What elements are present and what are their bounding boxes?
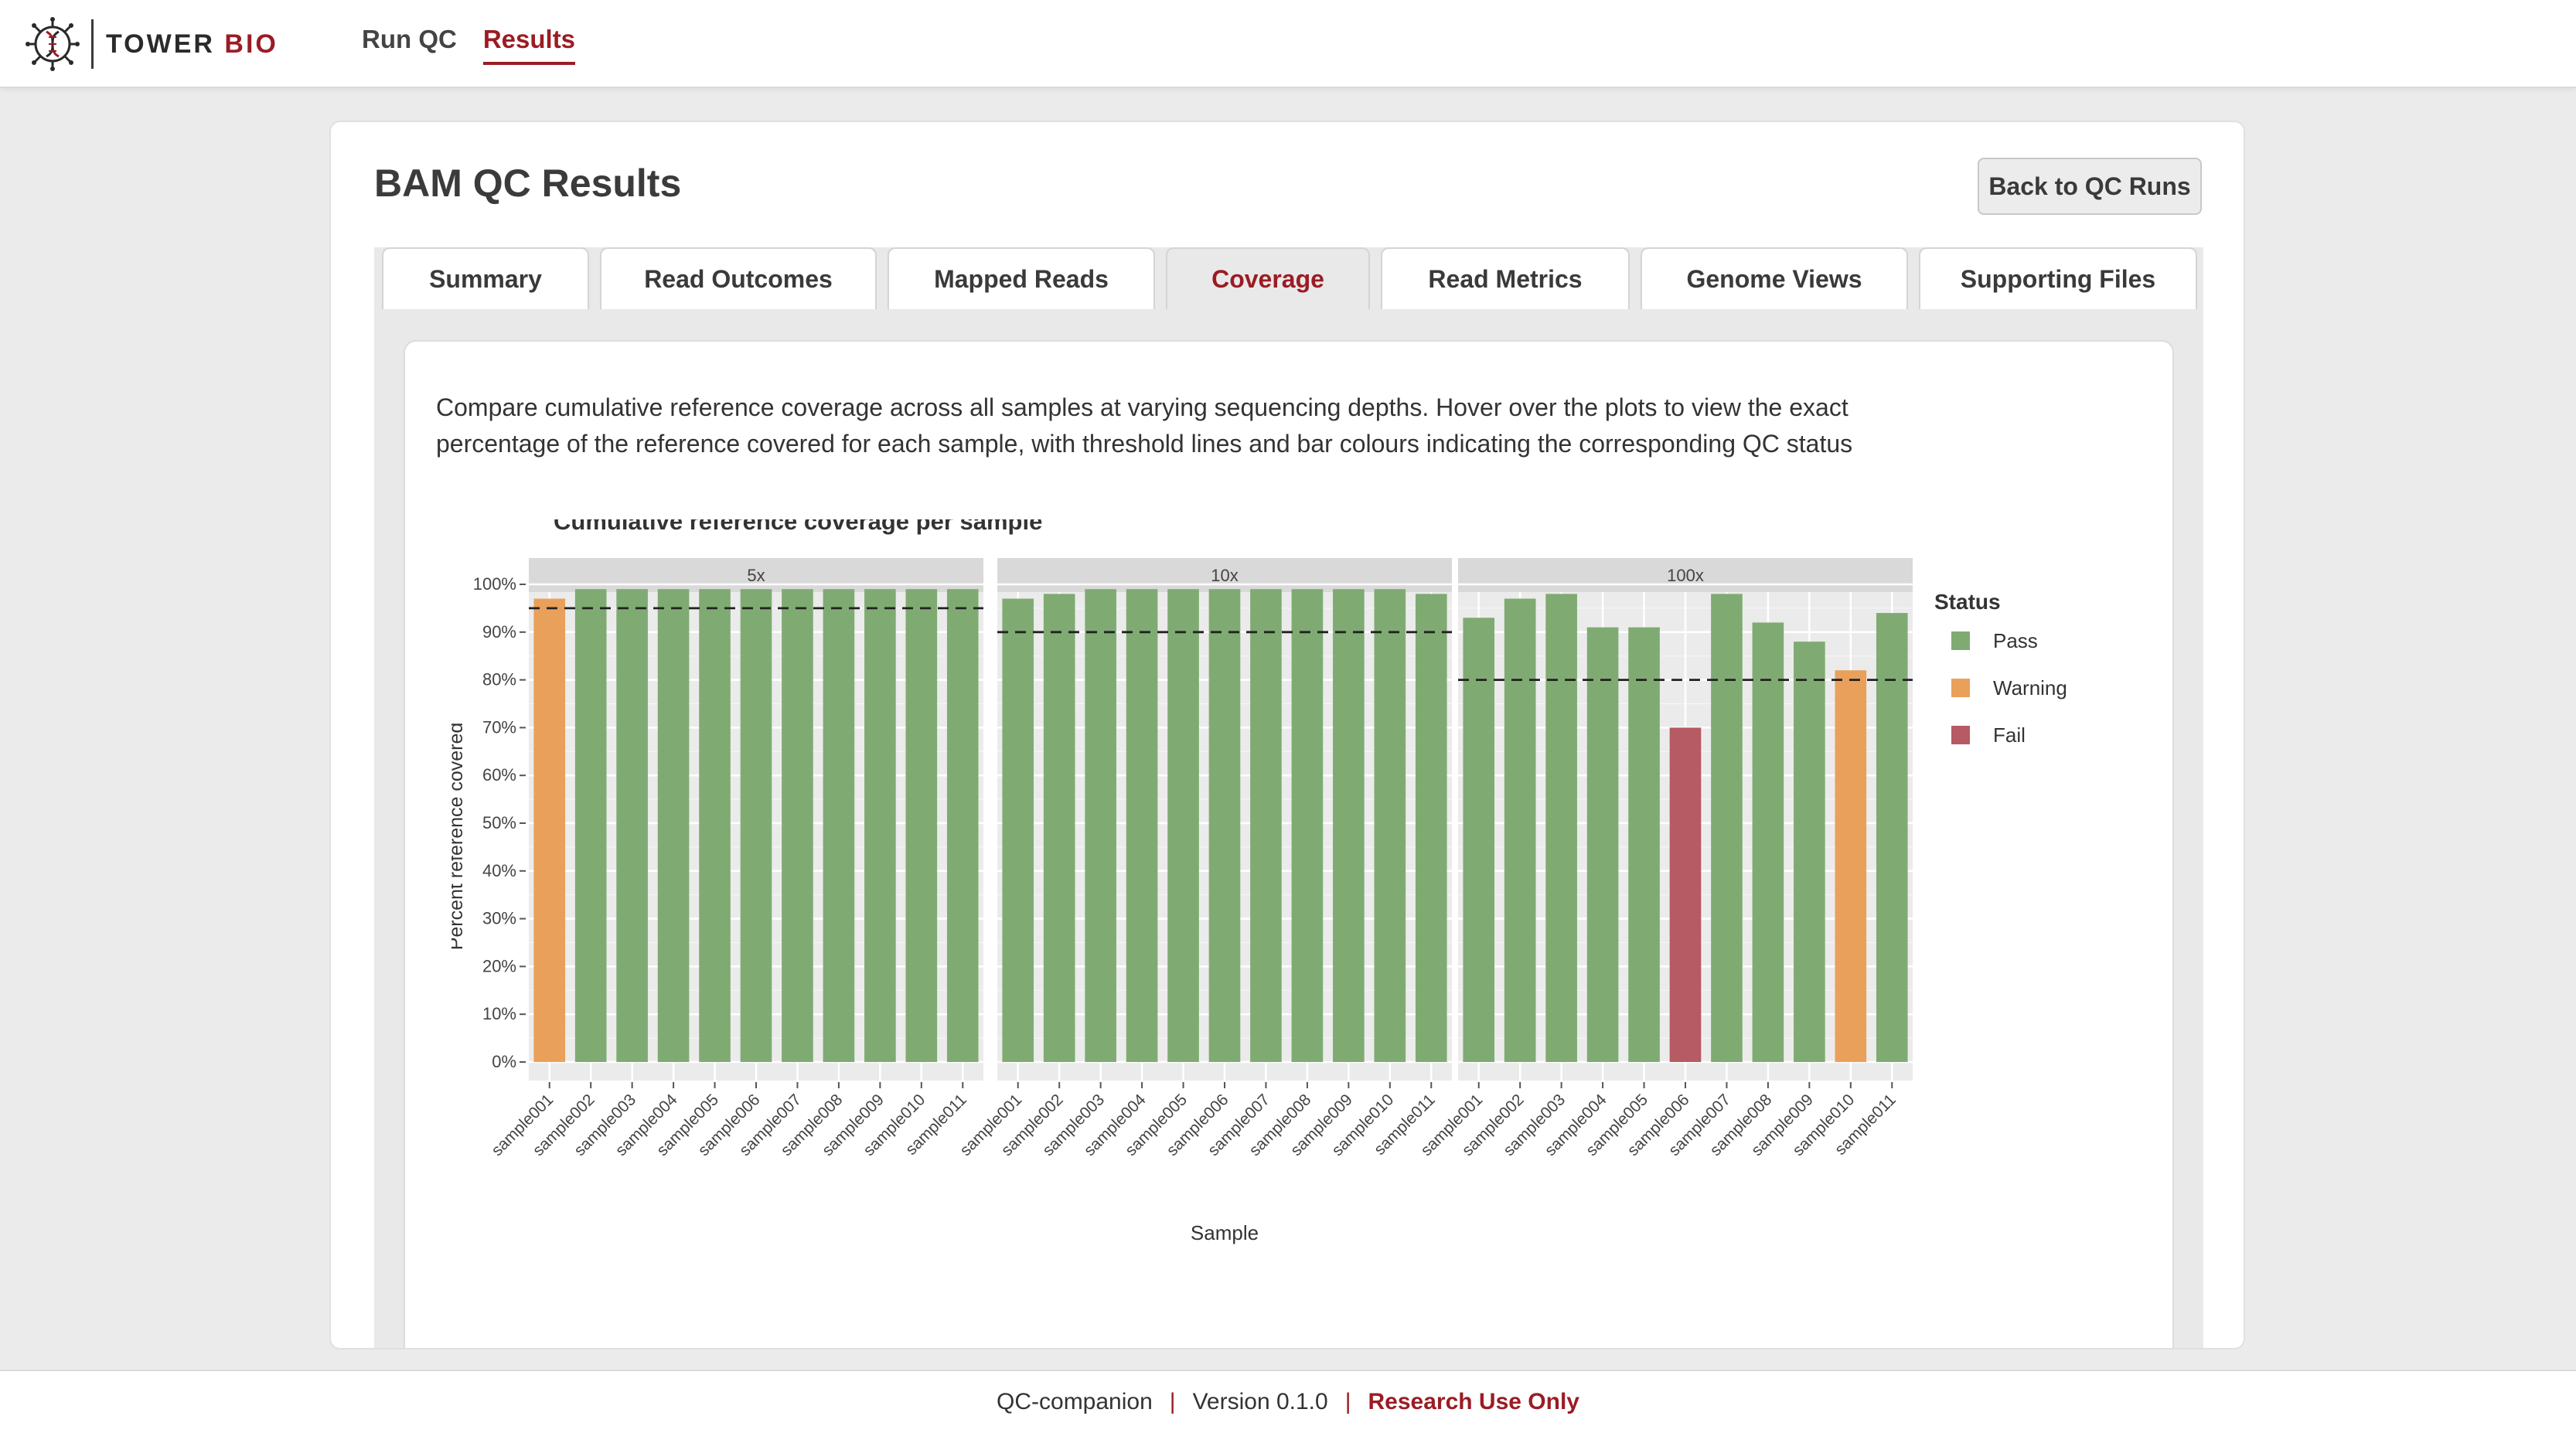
bar-10x-sample006[interactable] <box>1208 589 1241 1062</box>
nav-item-run-qc[interactable]: Run QC <box>362 25 457 53</box>
bar-10x-sample011[interactable] <box>1415 594 1447 1062</box>
footer-separator: | <box>1344 1389 1351 1414</box>
bar-5x-sample001[interactable] <box>533 598 566 1062</box>
tab-read-outcomes[interactable]: Read Outcomes <box>600 247 877 309</box>
bar-100x-sample001[interactable] <box>1463 618 1495 1062</box>
coverage-chart[interactable]: Cumulative reference coverage per sample… <box>451 519 2137 1350</box>
facet-label-10x: 10x <box>1211 566 1238 585</box>
legend-swatch-fail <box>1951 726 1970 744</box>
footer-version: Version 0.1.0 <box>1192 1389 1328 1414</box>
tab-summary[interactable]: Summary <box>382 247 589 309</box>
facet-strip <box>997 558 1452 592</box>
bar-5x-sample009[interactable] <box>864 589 896 1062</box>
y-tick-label: 10% <box>482 1004 516 1023</box>
brand-name-main: TOWER <box>106 29 215 59</box>
y-tick-label: 60% <box>482 765 516 785</box>
x-axis-label: Sample <box>1191 1221 1259 1244</box>
back-to-qc-runs-button[interactable]: Back to QC Runs <box>1978 158 2202 215</box>
y-tick-label: 40% <box>482 861 516 880</box>
top-navbar: TOWER BIO Run QC Results <box>0 0 2576 88</box>
bar-10x-sample002[interactable] <box>1043 594 1075 1062</box>
tab-bar: Summary Read Outcomes Mapped Reads Cover… <box>382 247 2197 309</box>
bar-10x-sample003[interactable] <box>1085 589 1116 1062</box>
bar-10x-sample005[interactable] <box>1167 589 1199 1062</box>
y-tick-label: 20% <box>482 956 516 975</box>
bar-5x-sample002[interactable] <box>574 589 607 1062</box>
bar-100x-sample011[interactable] <box>1876 613 1908 1062</box>
bar-10x-sample004[interactable] <box>1126 589 1158 1062</box>
brand-wordmark: TOWER BIO <box>106 29 278 60</box>
bar-100x-sample003[interactable] <box>1545 594 1577 1062</box>
tower-bio-logo-icon <box>26 17 80 71</box>
main-nav: Run QC Results <box>362 25 576 65</box>
bar-5x-sample005[interactable] <box>699 589 731 1062</box>
bar-100x-sample010[interactable] <box>1835 670 1867 1062</box>
bar-5x-sample006[interactable] <box>740 589 772 1062</box>
tabset: Summary Read Outcomes Mapped Reads Cover… <box>374 247 2203 1350</box>
bar-100x-sample009[interactable] <box>1794 642 1825 1062</box>
y-tick-label: 30% <box>482 909 516 928</box>
y-tick-label: 50% <box>482 813 516 832</box>
nav-item-results[interactable]: Results <box>482 25 576 65</box>
bar-5x-sample010[interactable] <box>905 589 938 1062</box>
tab-genome-views[interactable]: Genome Views <box>1641 247 1908 309</box>
y-tick-label: 70% <box>482 717 516 737</box>
logo-divider <box>91 19 94 69</box>
legend-swatch-pass <box>1951 631 1970 650</box>
legend-title: Status <box>1934 590 2001 614</box>
brand-name-accent: BIO <box>224 29 278 59</box>
bar-5x-sample007[interactable] <box>782 589 813 1062</box>
tab-mapped-reads[interactable]: Mapped Reads <box>888 247 1155 309</box>
bar-5x-sample008[interactable] <box>823 589 855 1062</box>
y-tick-label: 0% <box>492 1052 516 1071</box>
y-tick-label: 80% <box>482 670 516 689</box>
y-tick-label: 100% <box>473 574 516 594</box>
footer-app-name: QC-companion <box>997 1389 1153 1414</box>
coverage-description: Compare cumulative reference coverage ac… <box>436 393 1853 458</box>
facet-strip <box>529 558 983 592</box>
bar-10x-sample001[interactable] <box>1002 598 1034 1062</box>
bar-100x-sample002[interactable] <box>1504 598 1536 1062</box>
page-title: BAM QC Results <box>374 162 682 205</box>
legend-swatch-warning <box>1951 679 1970 697</box>
footer-separator: | <box>1169 1389 1176 1414</box>
tab-read-metrics[interactable]: Read Metrics <box>1381 247 1630 309</box>
bar-5x-sample004[interactable] <box>657 589 690 1062</box>
legend-label-pass: Pass <box>1993 629 2038 652</box>
bar-100x-sample007[interactable] <box>1711 594 1743 1062</box>
legend-label-fail: Fail <box>1993 723 2026 747</box>
bar-100x-sample008[interactable] <box>1752 622 1784 1062</box>
facet-label-5x: 5x <box>747 566 765 585</box>
bar-10x-sample010[interactable] <box>1374 589 1406 1062</box>
bar-5x-sample011[interactable] <box>946 589 979 1062</box>
bar-5x-sample003[interactable] <box>616 589 648 1062</box>
bar-100x-sample004[interactable] <box>1586 627 1619 1062</box>
footer: QC-companion | Version 0.1.0 | Research … <box>0 1370 2576 1433</box>
y-axis-label: Percent reference covered <box>451 723 467 951</box>
y-tick-label: 90% <box>482 622 516 642</box>
coverage-panel: Compare cumulative reference coverage ac… <box>404 340 2174 1350</box>
chart-title: Cumulative reference coverage per sample <box>554 519 1042 535</box>
bar-10x-sample009[interactable] <box>1333 589 1365 1062</box>
facet-strip <box>1458 558 1913 592</box>
tab-coverage[interactable]: Coverage <box>1166 247 1370 309</box>
legend-label-warning: Warning <box>1993 676 2067 699</box>
brand-logo[interactable]: TOWER BIO <box>25 15 278 73</box>
bar-100x-sample005[interactable] <box>1628 627 1660 1062</box>
bar-100x-sample006[interactable] <box>1669 727 1702 1062</box>
results-card: BAM QC Results Back to QC Runs Summary R… <box>329 121 2245 1350</box>
facet-label-100x: 100x <box>1667 566 1704 585</box>
footer-research-use-only: Research Use Only <box>1368 1389 1579 1414</box>
bar-10x-sample007[interactable] <box>1250 589 1282 1062</box>
bar-10x-sample008[interactable] <box>1291 589 1324 1062</box>
tab-supporting-files[interactable]: Supporting Files <box>1919 247 2197 309</box>
